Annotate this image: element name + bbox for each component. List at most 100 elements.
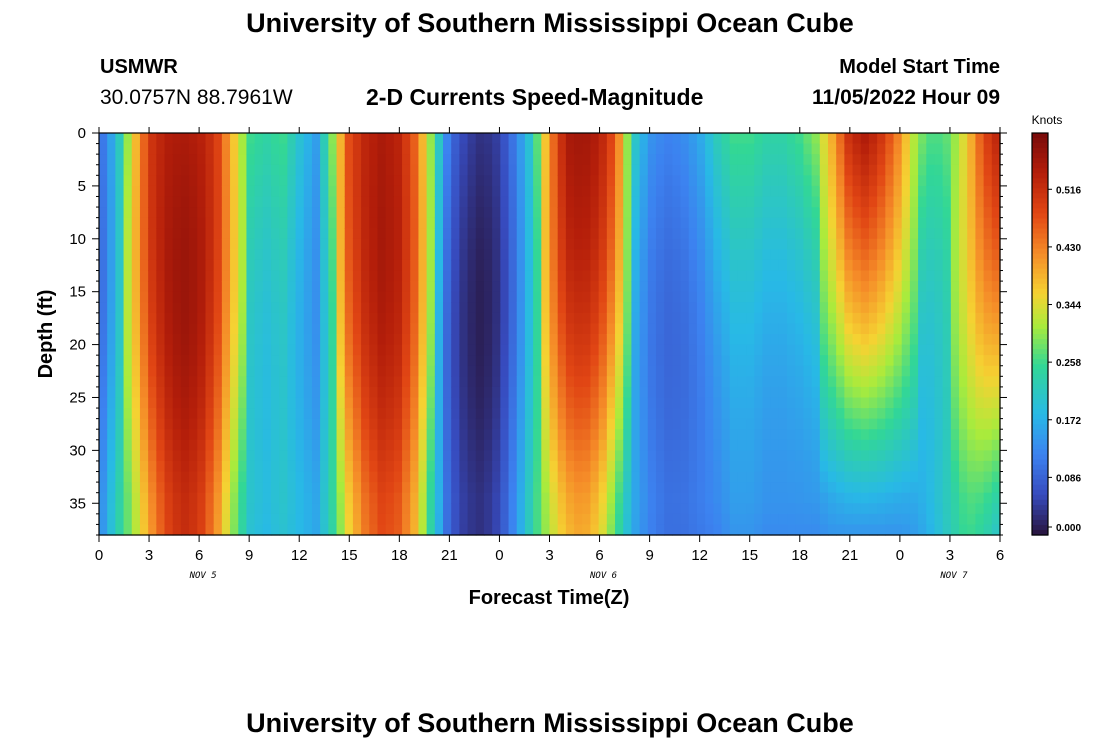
heatmap-cell [410, 344, 420, 356]
heatmap-cell [336, 418, 346, 430]
heatmap-cell [377, 471, 387, 483]
heatmap-cell [205, 207, 215, 219]
heatmap-cell [213, 207, 223, 219]
heatmap-cell [123, 376, 133, 388]
heatmap-cell [287, 323, 297, 335]
heatmap-cell [868, 196, 878, 208]
heatmap-cell [606, 408, 616, 420]
heatmap-cell [631, 450, 641, 462]
heatmap-cell [942, 365, 952, 377]
heatmap-cell [827, 365, 837, 377]
colorbar-segment [1032, 263, 1048, 270]
heatmap-cell [787, 439, 796, 451]
heatmap-cell [262, 154, 272, 166]
heatmap-cell [959, 217, 968, 229]
heatmap-cell [860, 503, 870, 515]
heatmap-cell [99, 196, 108, 208]
heatmap-cell [860, 397, 870, 409]
heatmap-cell [655, 397, 665, 409]
heatmap-cell [885, 175, 895, 187]
heatmap-cell [868, 513, 878, 526]
heatmap-cell [565, 386, 575, 399]
heatmap-cell [623, 418, 633, 430]
heatmap-cell [254, 397, 264, 409]
heatmap-cell [754, 281, 764, 293]
heatmap-cell [623, 175, 633, 187]
heatmap-cell [852, 439, 862, 451]
heatmap-cell [811, 196, 821, 208]
heatmap-cell [705, 143, 714, 155]
heatmap-cell [541, 143, 551, 155]
heatmap-cell [811, 503, 821, 515]
heatmap-cell [238, 460, 248, 473]
heatmap-cell [246, 365, 256, 377]
heatmap-cell [664, 471, 673, 483]
heatmap-cell [598, 238, 608, 250]
heatmap-cell [705, 185, 714, 198]
heatmap-cell [361, 270, 370, 282]
y-axis-title: Depth (ft) [35, 290, 57, 379]
heatmap-cell [115, 482, 125, 494]
heatmap-cell [885, 143, 895, 155]
heatmap-cell [942, 259, 952, 272]
heatmap-cell [246, 196, 256, 208]
heatmap-cell [246, 513, 256, 526]
heatmap-cell [295, 302, 305, 314]
heatmap-cell [213, 408, 223, 420]
heatmap-cell [238, 270, 248, 282]
heatmap-cell [688, 207, 698, 219]
heatmap-cell [836, 482, 845, 494]
heatmap-cell [819, 397, 829, 409]
heatmap-cell [180, 175, 190, 187]
heatmap-cell [696, 365, 706, 377]
heatmap-cell [574, 249, 583, 261]
heatmap-cell [713, 344, 723, 356]
heatmap-cell [516, 164, 526, 176]
heatmap-cell [868, 281, 878, 293]
heatmap-cell [205, 154, 215, 166]
heatmap-cell [926, 228, 936, 240]
heatmap-cell [557, 154, 567, 166]
heatmap-cell [549, 249, 559, 261]
heatmap-cell [918, 312, 927, 325]
heatmap-cell [533, 334, 542, 346]
heatmap-cell [451, 217, 460, 229]
heatmap-cell [213, 386, 223, 399]
heatmap-cell [139, 386, 149, 399]
heatmap-cell [746, 334, 755, 346]
heatmap-cell [279, 334, 288, 346]
heatmap-cell [787, 164, 796, 176]
heatmap-cell [344, 259, 354, 272]
heatmap-cell [287, 185, 297, 198]
heatmap-cell [303, 460, 313, 473]
heatmap-cell [483, 143, 493, 155]
heatmap-cell [967, 312, 977, 325]
heatmap-cell [942, 355, 952, 367]
heatmap-cell [344, 302, 354, 314]
heatmap-cell [959, 133, 968, 145]
heatmap-cell [197, 323, 207, 335]
heatmap-cell [418, 376, 428, 388]
heatmap-cell [459, 386, 469, 399]
heatmap-cell [197, 471, 207, 483]
heatmap-cell [483, 429, 493, 441]
heatmap-cell [647, 418, 657, 430]
heatmap-cell [533, 460, 542, 473]
heatmap-cell [549, 291, 559, 303]
heatmap-cell [230, 492, 239, 504]
heatmap-cell [262, 238, 272, 250]
heatmap-cell [418, 281, 428, 293]
heatmap-cell [827, 376, 837, 388]
colorbar-segment [1032, 454, 1048, 461]
heatmap-cell [303, 408, 313, 420]
heatmap-cell [664, 207, 673, 219]
heatmap-cell [942, 513, 952, 526]
heatmap-cell [877, 291, 886, 303]
heatmap-cell [516, 207, 526, 219]
colorbar-segment [1032, 404, 1048, 410]
heatmap-cell [918, 259, 927, 272]
heatmap-cell [631, 185, 641, 198]
heatmap-cell [115, 450, 125, 462]
heatmap-cell [737, 217, 747, 229]
heatmap-cell [885, 450, 895, 462]
